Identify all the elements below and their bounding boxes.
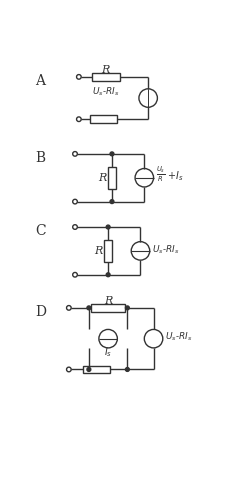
Circle shape [87,306,90,310]
Bar [104,240,111,262]
Text: R: R [94,246,102,256]
Circle shape [106,225,110,229]
Circle shape [110,200,113,204]
Text: R: R [101,65,110,75]
Circle shape [110,152,113,156]
Text: B: B [35,151,45,165]
Circle shape [87,368,90,371]
Bar [108,167,115,188]
Circle shape [125,306,129,310]
Text: A: A [35,74,45,88]
Text: $I_s$: $I_s$ [104,346,112,359]
Bar [82,366,110,373]
Text: R: R [97,173,106,183]
Bar [92,73,119,81]
Text: $U_s$-$RI_s$: $U_s$-$RI_s$ [151,243,178,255]
Text: $U_s$-$RI_s$: $U_s$-$RI_s$ [91,86,118,98]
Text: R: R [104,296,112,306]
Text: $+I_s$: $+I_s$ [166,169,182,183]
Text: D: D [35,305,46,318]
Circle shape [125,368,129,371]
Text: C: C [35,224,45,238]
Bar [89,115,117,123]
Text: $\frac{U_s}{R}$: $\frac{U_s}{R}$ [155,164,165,183]
Bar [91,304,124,312]
Text: $U_s$-$RI_s$: $U_s$-$RI_s$ [164,331,191,344]
Circle shape [106,273,110,277]
